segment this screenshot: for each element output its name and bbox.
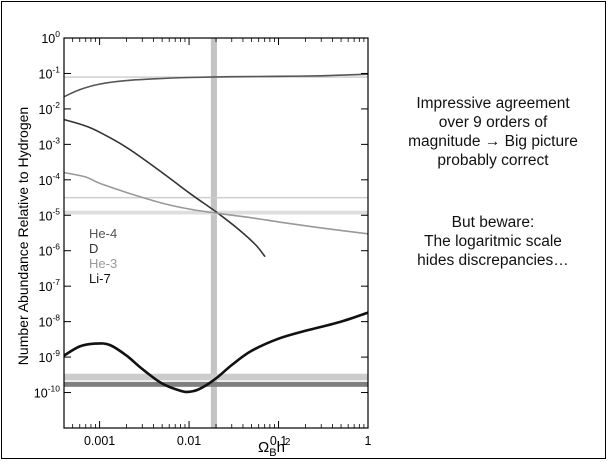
note-agreement-line-3: magnitude → Big picture xyxy=(408,133,578,150)
y-tick-label: 10-7 xyxy=(39,277,61,294)
note-agreement-line-1: Impressive agreement xyxy=(416,95,570,112)
y-axis-label-group: Number Abundance Relative to Hydrogen xyxy=(15,107,31,365)
x-axis-label-superscript: 2 xyxy=(285,437,291,448)
series-line-he-3 xyxy=(64,171,368,235)
legend-entry-he-4: He-4 xyxy=(89,226,117,241)
x-axis-label-subscript: B xyxy=(269,447,276,459)
axes: 0.001 0.01 0.1 1 100 10-1 10-2 10-3 10-4 10-5 10-6… xyxy=(34,29,372,448)
x-tick-label: 0.1 xyxy=(270,434,287,448)
x-tick-label: 0.001 xyxy=(84,434,115,448)
y-tick-label: 10-8 xyxy=(39,313,61,330)
y-tick-label: 10-9 xyxy=(39,348,61,365)
note-beware-line-3: hides discrepancies… xyxy=(417,252,569,269)
observation-band-5 xyxy=(64,381,368,387)
y-axis-label: Number Abundance Relative to Hydrogen xyxy=(15,107,31,365)
series-line-li-7 xyxy=(64,311,368,394)
series-line-d xyxy=(64,118,266,257)
legend-entry-li-7: Li-7 xyxy=(89,271,111,286)
series-line-he-4 xyxy=(64,73,368,98)
y-tick-label: 10-5 xyxy=(39,206,61,223)
y-tick-label: 100 xyxy=(41,29,60,46)
note-agreement: Impressive agreement over 9 orders of ma… xyxy=(378,94,608,170)
observation-band-2 xyxy=(64,196,368,199)
y-tick-label: 10-4 xyxy=(39,171,61,188)
y-tick-label: 10-10 xyxy=(34,384,60,401)
note-beware-line-1: But beware: xyxy=(451,214,535,231)
x-tick-label: 0.01 xyxy=(177,434,201,448)
y-tick-label: 10-1 xyxy=(39,64,61,81)
y-tick-label: 10-3 xyxy=(39,135,61,152)
x-axis-label-base: Ω xyxy=(258,439,269,456)
x-tick-label: 1 xyxy=(365,434,372,448)
note-beware: But beware: The logaritmic scale hides d… xyxy=(378,213,608,270)
note-agreement-line-4: probably correct xyxy=(437,152,549,169)
observation-band-vertical xyxy=(210,38,217,428)
legend-entry-d: D xyxy=(89,241,98,256)
series-lines xyxy=(64,73,368,394)
x-axis-label: ΩBh2 xyxy=(258,437,291,459)
note-agreement-line-2: over 9 orders of xyxy=(438,114,548,131)
y-tick-label: 10-2 xyxy=(39,100,61,117)
note-beware-line-2: The logaritmic scale xyxy=(424,233,562,250)
x-axis-label-h: h xyxy=(277,439,285,456)
legend-entry-he-3: He-3 xyxy=(89,256,117,271)
y-tick-label: 10-6 xyxy=(39,242,61,259)
